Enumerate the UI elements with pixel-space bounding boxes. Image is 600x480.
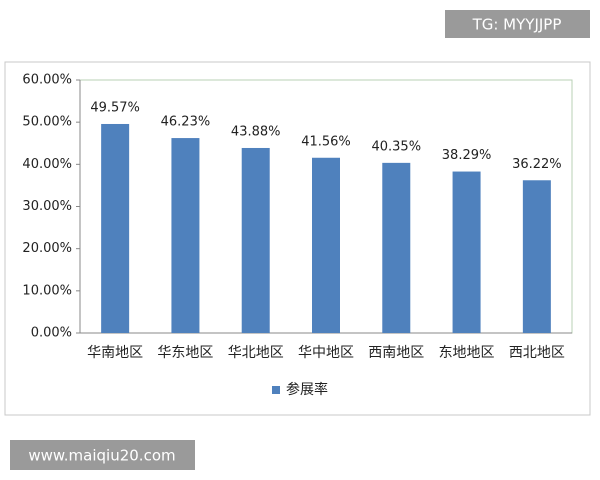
y-tick-label: 10.00% xyxy=(22,283,72,298)
bar xyxy=(382,162,411,333)
bar xyxy=(312,157,340,333)
y-tick-label: 30.00% xyxy=(22,199,72,214)
bar xyxy=(522,180,551,333)
data-label: 38.29% xyxy=(442,148,492,163)
y-tick-label: 40.00% xyxy=(22,157,72,172)
y-tick-label: 0.00% xyxy=(31,326,72,341)
data-label: 36.22% xyxy=(512,157,562,172)
x-tick-label: 西北地区 xyxy=(509,345,565,361)
y-tick-label: 20.00% xyxy=(22,241,72,256)
bar xyxy=(171,138,200,333)
watermark: www.maiqiu20.com xyxy=(28,447,175,465)
legend-swatch xyxy=(272,386,280,394)
legend-label: 参展率 xyxy=(286,381,328,398)
watermark-box xyxy=(445,10,590,38)
x-tick-label: 东地地区 xyxy=(439,345,495,361)
y-tick-label: 60.00% xyxy=(22,73,72,88)
watermark-box xyxy=(10,440,195,470)
x-tick-label: 华南地区 xyxy=(87,345,143,361)
y-tick-label: 50.00% xyxy=(22,115,72,130)
x-tick-label: 西南地区 xyxy=(368,345,424,361)
data-label: 49.57% xyxy=(90,100,140,115)
watermark: TG: MYYJJPP xyxy=(472,16,562,34)
x-tick-label: 华北地区 xyxy=(228,345,284,361)
data-label: 40.35% xyxy=(371,139,421,154)
bar xyxy=(452,171,481,333)
data-label: 43.88% xyxy=(231,124,281,139)
data-label: 41.56% xyxy=(301,134,351,149)
bar xyxy=(101,123,130,334)
x-tick-label: 华东地区 xyxy=(157,345,213,361)
bar xyxy=(241,147,270,333)
x-tick-label: 华中地区 xyxy=(298,345,354,361)
data-label: 46.23% xyxy=(161,115,211,130)
